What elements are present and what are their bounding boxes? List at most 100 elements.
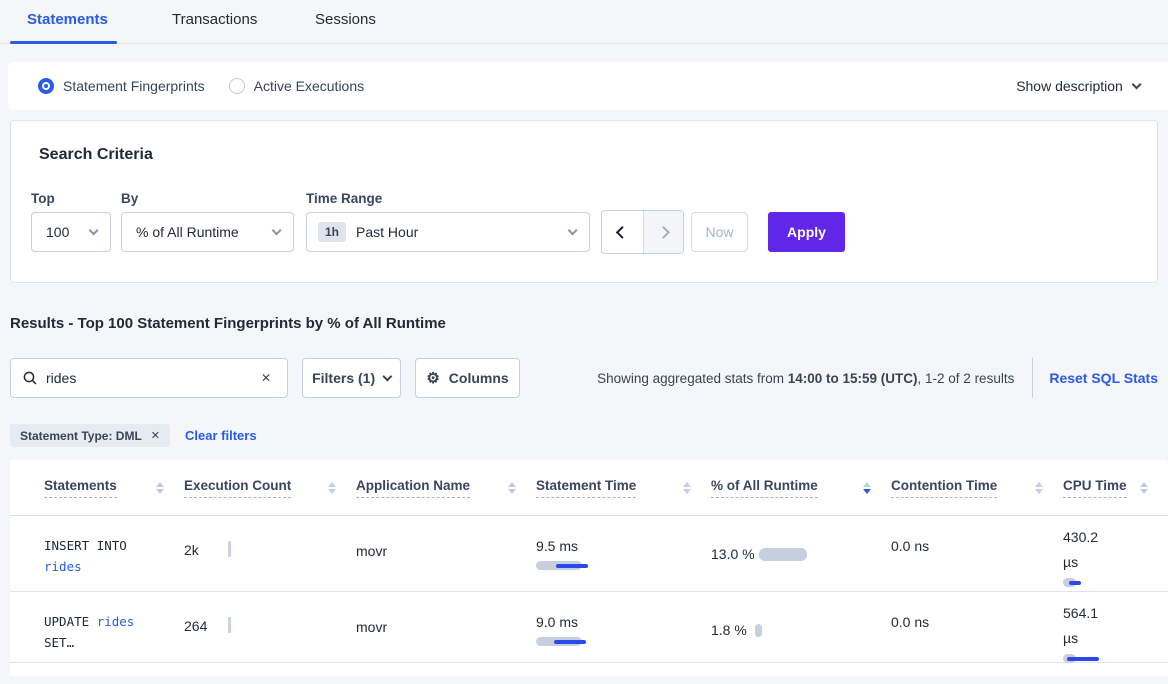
filter-chip-row: Statement Type: DML ✕ Clear filters xyxy=(10,424,257,447)
sort-icon[interactable] xyxy=(500,481,516,494)
tab-sessions[interactable]: Sessions xyxy=(315,11,376,28)
statement-text: INSERT INTO xyxy=(44,538,127,553)
pct-runtime-cell: 1.8 % xyxy=(711,592,891,658)
clear-filters-link[interactable]: Clear filters xyxy=(185,428,257,443)
showing-time-range: 14:00 to 15:59 (UTC) xyxy=(787,370,918,386)
gear-icon: ⚙︎ xyxy=(426,369,440,387)
table-row: INSERT INTO rides 2k movr 9.5 ms 13.0 % … xyxy=(10,516,1168,592)
sort-icon[interactable] xyxy=(320,481,336,494)
now-button[interactable]: Now xyxy=(691,212,748,252)
statement-link[interactable]: rides xyxy=(44,559,82,574)
execution-count-value: 2k xyxy=(184,542,199,558)
columns-button-label: Columns xyxy=(448,370,509,386)
sort-icon-active[interactable] xyxy=(855,481,871,494)
column-header-label: Application Name xyxy=(356,478,471,498)
column-header-label: CPU Time xyxy=(1063,478,1127,498)
statement-time-bar xyxy=(536,637,711,646)
statement-time-bar xyxy=(536,561,711,570)
sort-icon[interactable] xyxy=(148,481,164,494)
time-range-label: Time Range xyxy=(306,191,383,206)
radio-label: Statement Fingerprints xyxy=(63,78,205,94)
time-range-value: Past Hour xyxy=(356,224,419,240)
column-header-execution-count[interactable]: Execution Count xyxy=(184,460,356,515)
statement-link[interactable]: rides xyxy=(96,614,135,629)
chevron-down-icon xyxy=(271,225,282,236)
search-criteria-card: Search Criteria Top By Time Range 100 % … xyxy=(10,120,1158,283)
column-header-statements[interactable]: Statements xyxy=(44,460,184,515)
table-row: UPDATE rides SET… 264 movr 9.0 ms 1.8 % … xyxy=(10,592,1168,663)
by-select[interactable]: % of All Runtime xyxy=(121,212,294,252)
reset-sql-stats-link[interactable]: Reset SQL Stats xyxy=(1049,370,1158,386)
application-name-value: movr xyxy=(356,619,388,635)
radio-active-executions[interactable]: Active Executions xyxy=(228,78,365,94)
top-label: Top xyxy=(31,191,55,206)
cpu-time-cell: 564.1 µs xyxy=(1063,592,1168,663)
clear-search-icon[interactable]: ✕ xyxy=(260,371,271,385)
table-filler xyxy=(10,663,1168,675)
column-header-label: Execution Count xyxy=(184,478,292,498)
columns-button[interactable]: ⚙︎ Columns xyxy=(415,358,520,398)
column-header-pct-of-all-runtime[interactable]: % of All Runtime xyxy=(711,460,891,515)
statement-text: SET… xyxy=(44,635,75,650)
chevron-down-icon xyxy=(382,371,393,382)
column-header-contention-time[interactable]: Contention Time xyxy=(891,460,1063,515)
search-criteria-title: Search Criteria xyxy=(39,146,153,163)
filters-button-label: Filters (1) xyxy=(312,370,376,386)
column-header-label: Contention Time xyxy=(891,478,998,498)
show-description-toggle[interactable]: Show description xyxy=(1016,78,1142,94)
cpu-time-cell: 430.2 µs xyxy=(1063,516,1168,591)
sort-icon[interactable] xyxy=(1027,481,1043,494)
next-time-button[interactable] xyxy=(642,211,683,253)
vertical-divider xyxy=(1032,358,1034,398)
top-select-value: 100 xyxy=(46,224,70,240)
tab-statements[interactable]: Statements xyxy=(27,11,108,28)
column-header-label: Statement Time xyxy=(536,478,637,498)
time-range-select[interactable]: 1h Past Hour xyxy=(306,212,590,252)
close-icon[interactable]: ✕ xyxy=(150,430,161,442)
previous-time-button[interactable] xyxy=(602,211,643,253)
time-nav-arrows xyxy=(601,210,684,254)
tab-transactions[interactable]: Transactions xyxy=(172,11,258,28)
pct-runtime-value: 13.0 % xyxy=(711,546,755,562)
chevron-down-icon xyxy=(567,225,578,236)
pct-runtime-bar xyxy=(754,623,762,637)
chevron-down-icon xyxy=(1131,79,1142,90)
statement-time-cell: 9.0 ms xyxy=(536,592,711,663)
sort-icon[interactable] xyxy=(1132,481,1148,494)
radio-label: Active Executions xyxy=(253,78,365,94)
apply-button[interactable]: Apply xyxy=(768,212,845,252)
top-select[interactable]: 100 xyxy=(31,212,111,252)
sort-icon[interactable] xyxy=(675,481,691,494)
contention-time-cell: 0.0 ns xyxy=(891,592,1063,663)
execution-count-cell: 264 xyxy=(184,592,356,663)
showing-prefix: Showing aggregated stats from xyxy=(597,370,788,386)
showing-stats-text: Showing aggregated stats from 14:00 to 1… xyxy=(597,371,1014,386)
filters-button[interactable]: Filters (1) xyxy=(302,358,401,398)
statement-cell: INSERT INTO rides xyxy=(44,516,184,591)
execution-count-value: 264 xyxy=(184,618,208,634)
search-input[interactable] xyxy=(46,370,257,386)
column-header-statement-time[interactable]: Statement Time xyxy=(536,460,711,515)
statement-time-value: 9.0 ms xyxy=(536,614,579,630)
filter-chip[interactable]: Statement Type: DML ✕ xyxy=(10,424,171,447)
column-header-cpu-time[interactable]: CPU Time xyxy=(1063,460,1168,515)
show-description-label: Show description xyxy=(1016,78,1123,94)
table-header-row: Statements Execution Count Application N… xyxy=(10,460,1168,516)
pct-runtime-bar xyxy=(759,547,807,561)
results-controls-row: ✕ Filters (1) ⚙︎ Columns Showing aggrega… xyxy=(10,358,1158,398)
application-name-cell: movr xyxy=(356,516,536,591)
view-mode-strip: Statement Fingerprints Active Executions… xyxy=(8,62,1168,110)
filter-chip-label: Statement Type: DML xyxy=(20,428,142,443)
statements-table: Statements Execution Count Application N… xyxy=(10,460,1168,676)
statement-cell: UPDATE rides SET… xyxy=(44,592,184,663)
chevron-right-icon xyxy=(657,225,670,239)
chevron-left-icon xyxy=(616,225,629,239)
radio-statement-fingerprints[interactable]: Statement Fingerprints xyxy=(38,78,205,94)
cpu-time-value: 430.2 µs xyxy=(1063,529,1099,570)
execution-count-cell: 2k xyxy=(184,516,356,591)
time-range-badge: 1h xyxy=(318,222,347,242)
column-header-application-name[interactable]: Application Name xyxy=(356,460,536,515)
contention-time-cell: 0.0 ns xyxy=(891,516,1063,591)
active-tab-underline xyxy=(10,41,117,44)
search-box[interactable]: ✕ xyxy=(10,358,288,398)
